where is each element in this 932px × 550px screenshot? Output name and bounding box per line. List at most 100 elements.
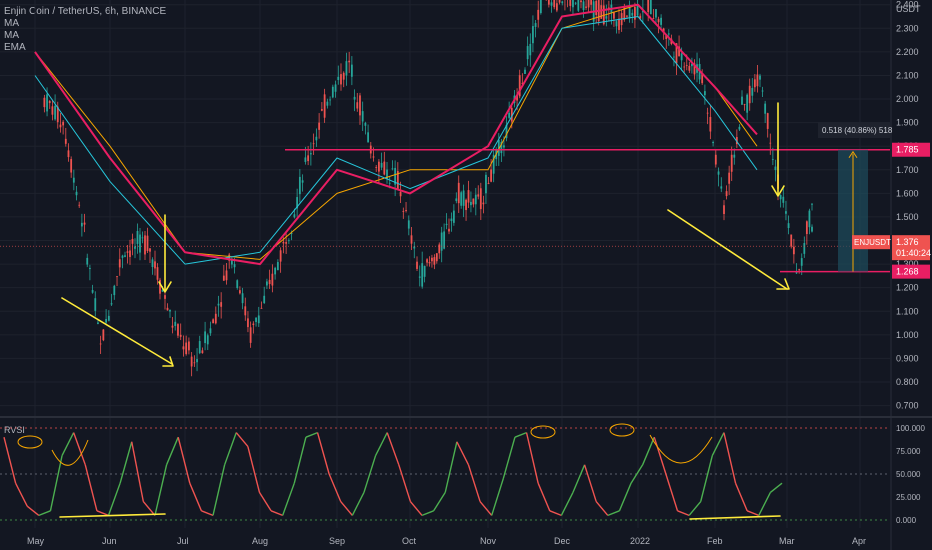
candle[interactable] xyxy=(474,187,477,216)
candle[interactable] xyxy=(607,0,610,21)
candle[interactable] xyxy=(386,161,388,184)
candle[interactable] xyxy=(465,198,467,221)
candle[interactable] xyxy=(701,69,704,85)
candle[interactable] xyxy=(537,0,540,28)
candle[interactable] xyxy=(149,248,151,263)
candle[interactable] xyxy=(545,0,547,1)
candle[interactable] xyxy=(561,0,564,6)
candle[interactable] xyxy=(647,0,650,22)
candle[interactable] xyxy=(766,112,769,138)
candle[interactable] xyxy=(703,84,706,105)
candle[interactable] xyxy=(129,239,131,265)
candle[interactable] xyxy=(691,57,693,74)
candle[interactable] xyxy=(174,310,177,331)
candle[interactable] xyxy=(524,67,526,75)
candle[interactable] xyxy=(94,291,97,317)
candle[interactable] xyxy=(590,0,593,14)
candle[interactable] xyxy=(334,80,337,98)
candle[interactable] xyxy=(771,147,774,166)
candle[interactable] xyxy=(329,96,331,106)
candle[interactable] xyxy=(492,150,495,183)
candle[interactable] xyxy=(323,88,326,123)
candle[interactable] xyxy=(407,215,410,236)
candle[interactable] xyxy=(712,140,714,147)
candle[interactable] xyxy=(792,238,795,264)
candle[interactable] xyxy=(206,333,209,351)
candle[interactable] xyxy=(225,263,228,285)
candle[interactable] xyxy=(785,200,787,221)
candle[interactable] xyxy=(673,51,675,67)
candle[interactable] xyxy=(331,84,334,99)
candle[interactable] xyxy=(318,113,321,139)
candle[interactable] xyxy=(337,65,340,85)
candle[interactable] xyxy=(394,160,397,197)
candle[interactable] xyxy=(479,182,482,221)
candle[interactable] xyxy=(655,9,657,25)
candle[interactable] xyxy=(131,233,134,256)
candle[interactable] xyxy=(198,335,201,355)
candle[interactable] xyxy=(748,78,751,111)
candle[interactable] xyxy=(201,347,204,354)
candle[interactable] xyxy=(660,14,662,29)
candle[interactable] xyxy=(761,86,764,98)
candle[interactable] xyxy=(361,101,364,131)
candle[interactable] xyxy=(808,208,811,235)
candle[interactable] xyxy=(185,335,188,356)
candle[interactable] xyxy=(166,303,169,311)
candle[interactable] xyxy=(428,256,431,267)
candle[interactable] xyxy=(410,227,413,250)
candle[interactable] xyxy=(580,0,582,9)
candle[interactable] xyxy=(222,264,225,281)
candle[interactable] xyxy=(266,278,268,289)
candle[interactable] xyxy=(421,251,424,289)
candle[interactable] xyxy=(375,165,378,172)
candle[interactable] xyxy=(402,207,405,219)
candle[interactable] xyxy=(378,159,380,183)
candle[interactable] xyxy=(587,0,590,13)
candle[interactable] xyxy=(244,297,247,321)
candle[interactable] xyxy=(582,0,585,18)
candle[interactable] xyxy=(342,71,345,88)
candle[interactable] xyxy=(445,213,448,230)
candle[interactable] xyxy=(193,355,196,367)
candle[interactable] xyxy=(260,301,263,309)
candle[interactable] xyxy=(239,286,241,295)
candle[interactable] xyxy=(631,9,634,24)
candle[interactable] xyxy=(268,269,271,289)
candle[interactable] xyxy=(426,258,428,267)
candle[interactable] xyxy=(350,56,353,86)
candle[interactable] xyxy=(567,0,569,8)
candle[interactable] xyxy=(121,254,124,269)
candle[interactable] xyxy=(805,220,808,245)
candle[interactable] xyxy=(179,323,182,341)
candle[interactable] xyxy=(59,112,62,133)
candle[interactable] xyxy=(124,251,126,258)
candle[interactable] xyxy=(236,279,239,290)
candle[interactable] xyxy=(597,0,600,26)
candle[interactable] xyxy=(48,100,51,109)
candle[interactable] xyxy=(416,256,418,271)
candle[interactable] xyxy=(618,8,620,34)
candle[interactable] xyxy=(326,98,329,109)
candle[interactable] xyxy=(709,105,712,140)
candle[interactable] xyxy=(359,92,361,125)
candle[interactable] xyxy=(532,15,534,53)
candle[interactable] xyxy=(730,146,733,181)
candle[interactable] xyxy=(574,1,577,5)
candle[interactable] xyxy=(634,2,636,29)
candle[interactable] xyxy=(141,231,144,244)
candle[interactable] xyxy=(505,116,508,142)
candle[interactable] xyxy=(56,101,59,129)
candle[interactable] xyxy=(220,292,223,319)
candle[interactable] xyxy=(613,11,615,27)
candle[interactable] xyxy=(558,0,561,5)
candle[interactable] xyxy=(555,0,558,13)
candle[interactable] xyxy=(723,200,725,221)
candle[interactable] xyxy=(156,263,159,285)
candle[interactable] xyxy=(154,250,156,276)
candle[interactable] xyxy=(600,0,603,19)
candle[interactable] xyxy=(733,148,736,165)
candle[interactable] xyxy=(405,201,407,213)
candle[interactable] xyxy=(433,254,436,270)
